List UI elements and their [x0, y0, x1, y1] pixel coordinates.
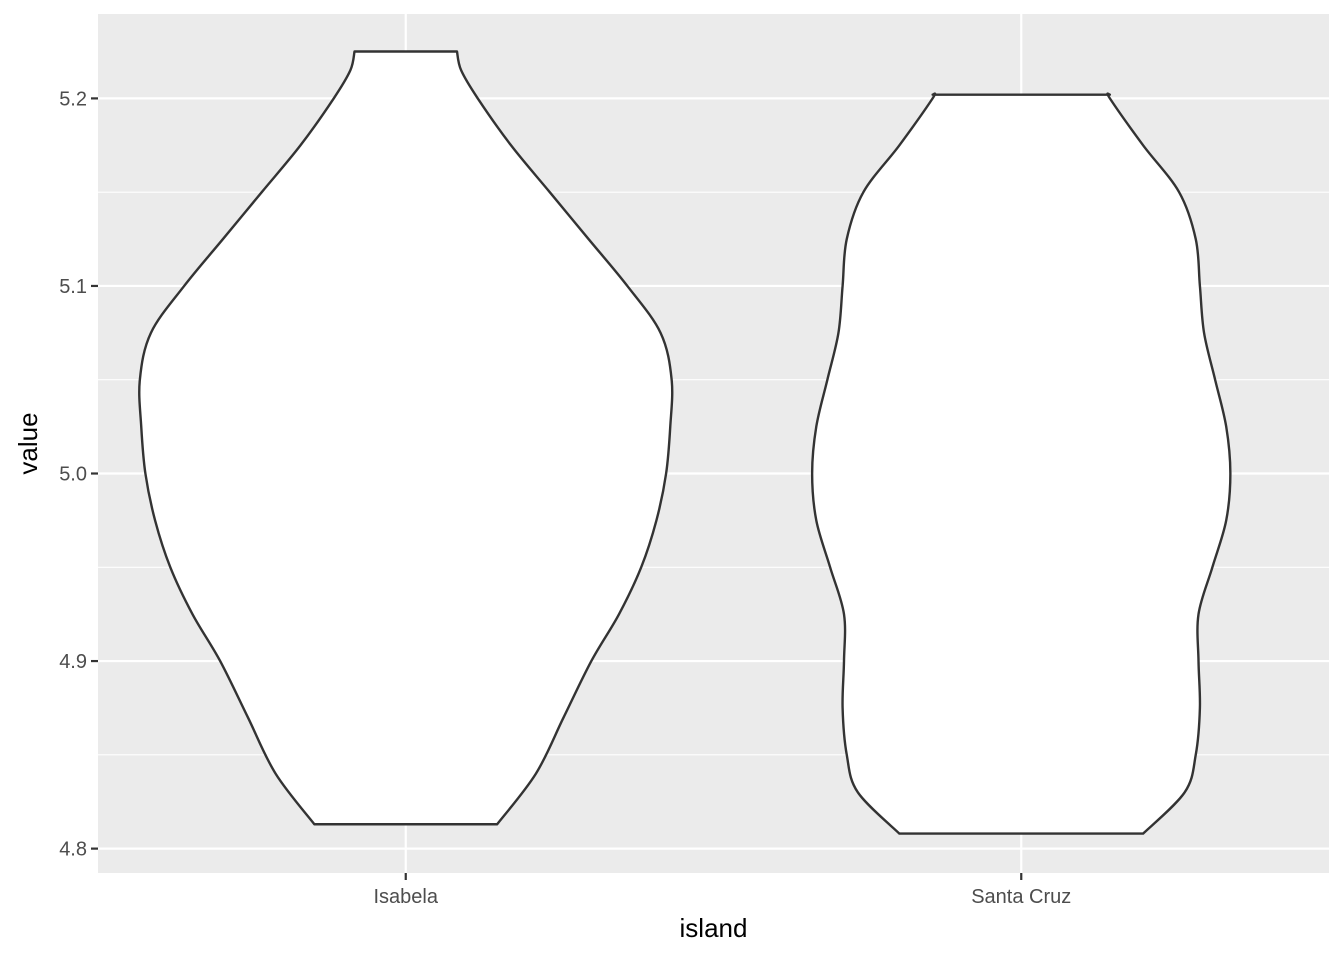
violin-santa-cruz — [810, 92, 1232, 835]
y-axis: 4.8 4.9 5.0 5.1 5.2 — [59, 88, 98, 861]
x-axis-title: island — [680, 913, 748, 943]
y-tick-label: 5.0 — [59, 464, 87, 486]
y-axis-title: value — [13, 412, 43, 474]
x-tick-label: Santa Cruz — [971, 886, 1071, 908]
x-axis: Isabela Santa Cruz — [374, 873, 1071, 908]
violin-isabela — [138, 50, 674, 826]
y-tick-label: 4.9 — [59, 651, 87, 673]
violins — [138, 50, 1232, 835]
y-tick-label: 4.8 — [59, 839, 87, 861]
y-tick-label: 5.2 — [59, 88, 87, 110]
y-tick-label: 5.1 — [59, 276, 87, 298]
x-tick-label: Isabela — [374, 886, 439, 908]
